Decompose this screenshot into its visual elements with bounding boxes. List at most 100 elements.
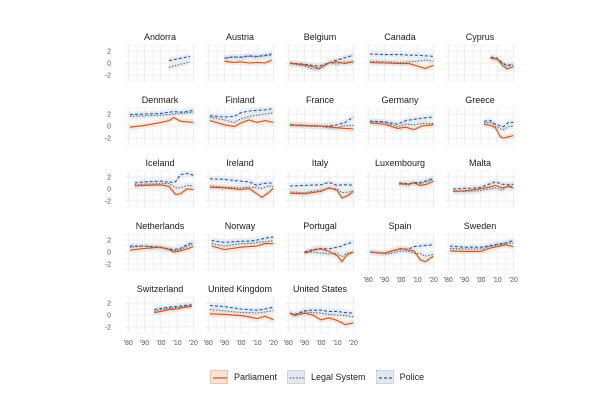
panel-title: United Kingdom [208,284,272,294]
legend-item-legal-system: Legal System [287,370,366,384]
y-tick-label: 2 [107,49,111,56]
series-line-parliament [453,184,514,192]
x-tick-label: '90 [300,340,309,347]
series-line-parliament [209,119,274,128]
series-line-parliament [289,124,354,130]
panel-grid [445,44,515,82]
series-line-legal [453,184,514,192]
ribbon-police [224,51,272,62]
y-tick-label: -2 [105,199,111,206]
x-tick-label: '80 [444,277,453,284]
series-line-police [129,241,194,251]
series-line-legal [449,242,514,250]
series-line-parliament [129,246,194,253]
legend-key-police [375,370,394,384]
panel-title: Cyprus [466,32,495,42]
y-tick-label: -2 [105,136,111,143]
series-line-police [209,304,274,311]
series-line-parliament [129,116,194,128]
x-tick-label: '80 [124,340,133,347]
panel-title: Luxembourg [375,158,425,168]
series-line-legal [134,183,194,189]
y-tick-label: -2 [105,325,111,332]
series-line-police [490,56,514,66]
series-line-parliament [304,248,354,263]
x-tick-label: '10 [493,277,502,284]
series-line-police [399,177,434,185]
legend-label-legal-system: Legal System [311,372,366,382]
panel-denmark: Denmark -2 0 2 [105,95,195,145]
series-line-parliament [369,122,434,131]
panel-title: Norway [225,221,256,231]
series-line-police [224,53,272,59]
panel-title: Switzerland [137,284,184,294]
y-tick-label: 2 [107,175,111,182]
panel-title: Canada [384,32,416,42]
ribbon-police [289,307,354,318]
panel-greece: Greece [445,95,515,145]
series-line-legal [154,305,192,312]
panel-title: United States [293,284,348,294]
legend-key-legal-system [287,370,306,384]
x-tick-label: '20 [349,340,358,347]
series-line-legal [209,112,274,123]
series-line-legal [168,61,191,68]
legend-key-parliament [210,370,228,384]
panel-switzerland: Switzerland -2 0 2 '80 '90 '00 '10 '20 [105,284,198,347]
legend-label-parliament: Parliament [234,372,278,382]
panel-luxembourg: Luxembourg [365,158,435,208]
series-line-parliament [449,244,514,252]
series-line-parliament [289,187,354,199]
x-tick-label: '10 [173,340,182,347]
series-line-police [289,309,354,315]
series-line-police [134,172,194,184]
y-tick-label: 0 [107,61,111,68]
x-tick-label: '10 [333,340,342,347]
panel-title: Denmark [142,95,179,105]
panel-title: Andorra [144,32,176,42]
ribbon-parliament [289,121,354,132]
y-tick-label: -2 [105,262,111,269]
x-tick-label: '10 [413,277,422,284]
panel-title: Sweden [464,221,497,231]
series-line-parliament [369,61,434,69]
panel-ireland: Ireland [205,158,275,208]
panel-spain: Spain '80 '90 '00 '10 '20 [364,221,438,284]
panel-title: Spain [388,221,411,231]
panel-grid [285,170,355,208]
ribbon-parliament [289,310,354,328]
series-line-parliament [490,57,514,70]
x-tick-label: '90 [140,340,149,347]
panel-title: Portugal [303,221,337,231]
panel-title: France [306,95,334,105]
panel-finland: Finland [205,95,275,145]
series-line-legal [289,124,354,129]
series-line-police [369,116,434,125]
panel-title: Ireland [226,158,254,168]
series-line-legal [209,309,274,314]
panel-france: France [285,95,355,145]
x-tick-label: '20 [429,277,438,284]
series-line-police [453,181,514,190]
series-line-parliament [209,186,274,199]
series-line-parliament [209,313,274,321]
y-tick-label: 2 [107,238,111,245]
series-line-police [168,55,191,62]
panel-title: Italy [312,158,329,168]
series-line-legal [304,251,354,258]
panel-sweden: Sweden '80 '90 '00 '10 '20 [444,221,518,284]
y-tick-label: 0 [107,124,111,131]
y-tick-label: 0 [107,187,111,194]
panel-grid [365,170,435,208]
x-tick-label: '10 [253,340,262,347]
series-line-legal [129,243,194,252]
x-tick-label: '00 [156,340,165,347]
series-line-legal [369,59,434,63]
panel-portugal: Portugal [285,221,355,271]
ribbon-parliament [209,310,274,323]
x-tick-label: '90 [460,277,469,284]
legend-item-police: Police [375,370,424,384]
series-line-legal [289,61,354,70]
panel-title: Belgium [304,32,337,42]
